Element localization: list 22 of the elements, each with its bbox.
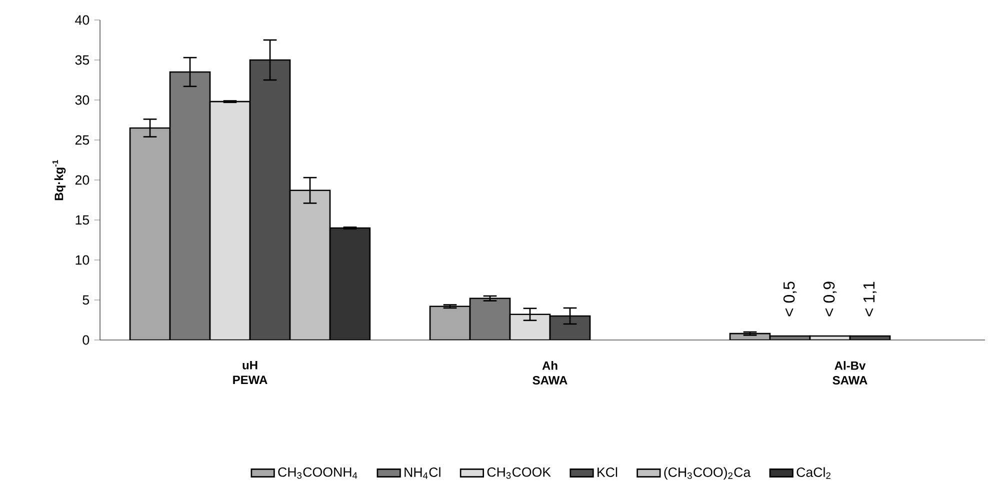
y-tick-label: 20: [75, 175, 90, 185]
x-tick-label: Ah SAWA: [532, 361, 568, 385]
legend-label: CH$_{3}$COOK: [487, 467, 551, 479]
y-tick-label: 0: [82, 335, 90, 345]
x-tick-label: Al-Bv SAWA: [832, 361, 868, 385]
x-tick-label: uH PEWA: [233, 361, 268, 384]
y-tick-label: 40: [75, 15, 90, 25]
legend-label: KCl: [598, 467, 618, 477]
legend-label: NH$_{4}$Cl: [404, 467, 440, 479]
legend-label: (CH$_{3}$COO)$_{2}$Ca: [664, 467, 751, 480]
legend-label: CaCl$_{2}$: [796, 467, 830, 479]
data-label: < 0,5: [783, 282, 797, 316]
y-tick-label: 25: [75, 135, 90, 145]
data-label: < 0,9: [823, 282, 837, 316]
y-tick-label: 5: [82, 295, 90, 305]
y-axis-title: Bq·kg$^{-1}$: [52, 160, 66, 200]
y-tick-label: 30: [75, 95, 90, 105]
data-label: < 1,1: [863, 282, 877, 316]
y-tick-label: 10: [76, 255, 90, 265]
y-tick-label: 15: [76, 215, 90, 225]
legend-label: CH$_{3}$COONH$_{4}$: [278, 467, 358, 479]
y-tick-label: 35: [75, 55, 90, 65]
